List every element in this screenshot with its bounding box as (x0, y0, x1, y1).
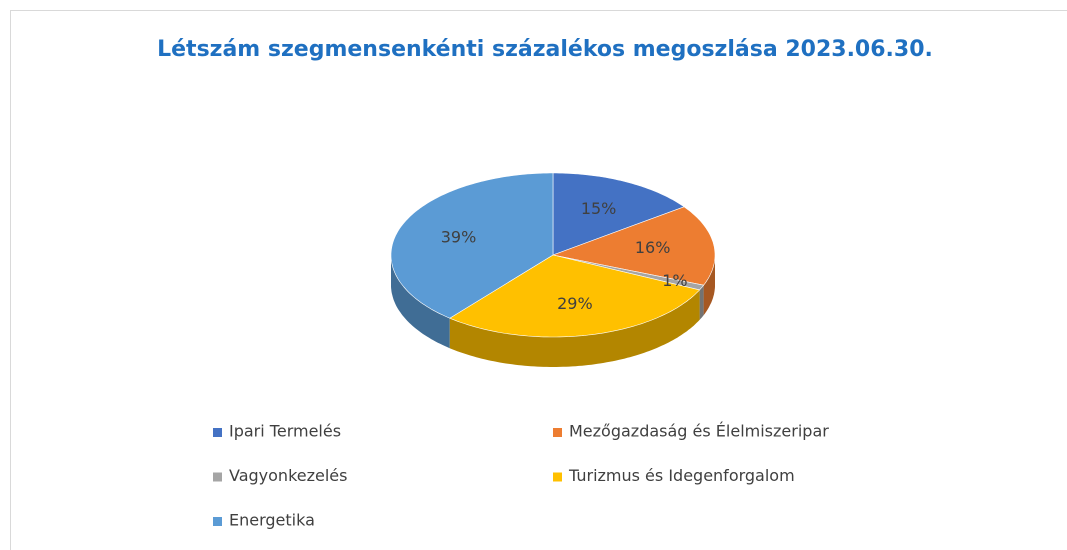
legend-swatch (213, 517, 222, 526)
legend-label: Mezőgazdaság és Élelmiszeripar (569, 422, 829, 441)
data-label: 16% (635, 238, 671, 257)
legend-label: Turizmus és Idegenforgalom (568, 466, 795, 485)
slice (552, 172, 685, 256)
slice (449, 254, 701, 338)
slice (551, 206, 716, 286)
slice-side (449, 289, 700, 367)
data-label: 1% (662, 271, 687, 290)
slice (390, 172, 554, 319)
legend-label: Vagyonkezelés (229, 466, 347, 485)
legend-label: Energetika (229, 511, 315, 530)
legend-swatch (213, 472, 222, 482)
slice-side (699, 285, 704, 320)
legend-swatch (553, 428, 562, 437)
data-label: 39% (441, 227, 477, 246)
slice-side (703, 255, 715, 316)
legend-swatch (553, 472, 562, 482)
legend-label: Ipari Termelés (229, 422, 341, 441)
slice-side (391, 255, 450, 349)
data-label: 15% (581, 199, 617, 218)
chart-title: Létszám szegmensenkénti százalékos megos… (157, 37, 933, 62)
legend-swatch (213, 428, 222, 437)
data-label: 29% (557, 294, 593, 313)
